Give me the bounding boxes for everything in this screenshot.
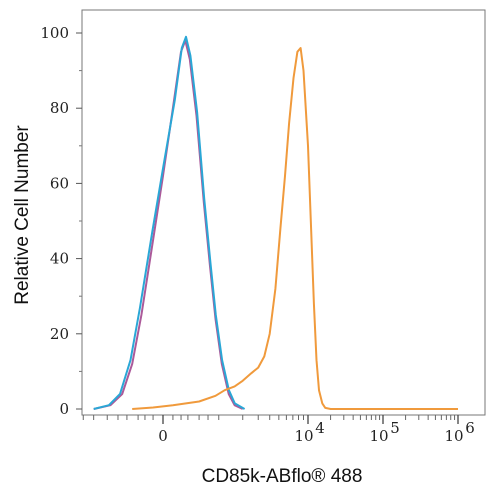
x-tick-label: 10 [444,427,463,445]
series-line-3 [132,47,458,410]
plot-frame [81,9,486,416]
y-axis-label: Relative Cell Number [12,125,33,305]
x-tick-label: 0 [158,427,168,445]
y-tick-label: 20 [50,325,69,343]
x-tick-exponent: 4 [315,419,325,437]
x-tick-label: 10 [369,427,388,445]
y-tick-label: 40 [50,250,69,268]
y-tick-label: 0 [59,400,69,418]
y-axis: 0 20 40 60 80 100 [40,24,82,418]
y-tick-label: 100 [40,24,69,42]
series-line-2 [93,35,246,410]
x-axis: 0 10 4 10 5 10 6 [82,415,475,445]
x-tick-exponent: 6 [465,419,475,437]
x-tick-exponent: 5 [390,419,400,437]
x-tick-label: 10 [294,427,313,445]
x-axis-label: CD85k-ABflo® 488 [202,466,363,487]
series-layer [93,35,458,410]
y-tick-label: 80 [50,99,69,117]
y-tick-label: 60 [50,174,69,192]
